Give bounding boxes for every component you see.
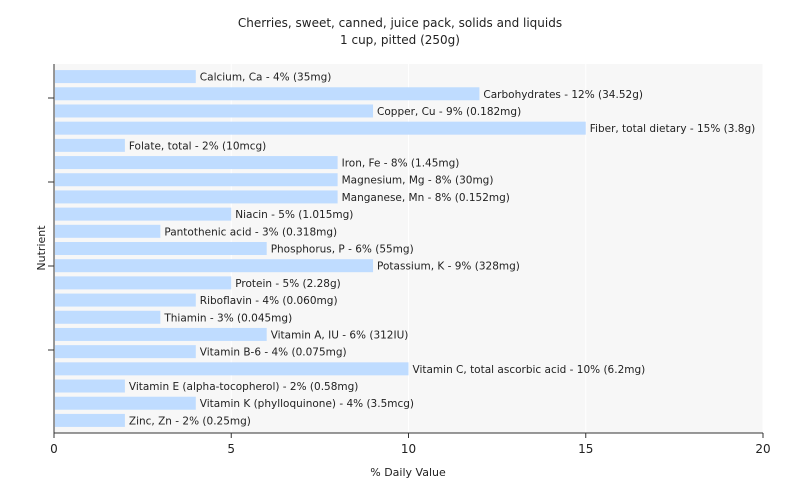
bar — [55, 396, 196, 410]
bar-label: Vitamin K (phylloquinone) - 4% (3.5mcg) — [200, 398, 414, 410]
bar-label: Pantothenic acid - 3% (0.318mg) — [164, 226, 337, 238]
bar — [55, 310, 161, 324]
bar-label: Copper, Cu - 9% (0.182mg) — [377, 106, 521, 118]
bar — [55, 224, 161, 238]
bar-label: Vitamin E (alpha-tocopherol) - 2% (0.58m… — [129, 381, 359, 393]
bar — [55, 70, 196, 84]
chart-title: Cherries, sweet, canned, juice pack, sol… — [238, 16, 562, 30]
bar-label: Calcium, Ca - 4% (35mg) — [200, 72, 332, 84]
bar-label: Vitamin B-6 - 4% (0.075mg) — [200, 347, 347, 359]
bar-label: Zinc, Zn - 2% (0.25mg) — [129, 415, 251, 427]
bar — [55, 276, 232, 290]
bar — [55, 242, 267, 255]
bar — [55, 121, 586, 135]
bar — [55, 362, 409, 376]
x-tick-label: 10 — [401, 442, 416, 456]
bar-label: Protein - 5% (2.28g) — [235, 278, 341, 290]
bar-label: Manganese, Mn - 8% (0.152mg) — [342, 192, 510, 204]
bar — [55, 190, 338, 204]
bar-label: Folate, total - 2% (10mcg) — [129, 140, 266, 152]
x-tick-label: 0 — [50, 442, 58, 456]
bar-label: Phosphorus, P - 6% (55mg) — [271, 244, 414, 256]
bar-label: Magnesium, Mg - 8% (30mg) — [342, 175, 494, 187]
chart-subtitle: 1 cup, pitted (250g) — [340, 33, 460, 47]
bar — [55, 345, 196, 359]
x-tick-label: 20 — [755, 442, 770, 456]
x-axis-title: % Daily Value — [370, 466, 446, 479]
x-tick-label: 5 — [227, 442, 235, 456]
bar — [55, 293, 196, 307]
bars: Calcium, Ca - 4% (35mg) Carbohydrates - 1… — [55, 70, 755, 427]
bar — [55, 259, 374, 273]
tick-labels: 0 5 10 15 20 — [50, 433, 771, 456]
bar — [55, 379, 125, 393]
bar-label: Niacin - 5% (1.015mg) — [235, 209, 353, 221]
bar-label: Vitamin C, total ascorbic acid - 10% (6.… — [413, 364, 646, 376]
bar-label: Vitamin A, IU - 6% (312IU) — [271, 329, 409, 341]
bar — [55, 138, 125, 152]
bar-label: Thiamin - 3% (0.045mg) — [163, 312, 292, 324]
bar — [55, 156, 338, 170]
bar-label: Carbohydrates - 12% (34.52g) — [483, 89, 643, 101]
bar — [55, 207, 232, 221]
bar — [55, 87, 480, 101]
bar-label: Fiber, total dietary - 15% (3.8g) — [590, 123, 755, 135]
bar — [55, 173, 338, 187]
bar-label: Potassium, K - 9% (328mg) — [377, 261, 520, 273]
bar — [55, 413, 125, 427]
bar — [55, 104, 374, 118]
bar-label: Riboflavin - 4% (0.060mg) — [200, 295, 338, 307]
x-tick-label: 15 — [578, 442, 593, 456]
bar-label: Iron, Fe - 8% (1.45mg) — [342, 158, 460, 170]
bar — [55, 327, 267, 341]
y-axis-title: Nutrient — [35, 225, 48, 271]
